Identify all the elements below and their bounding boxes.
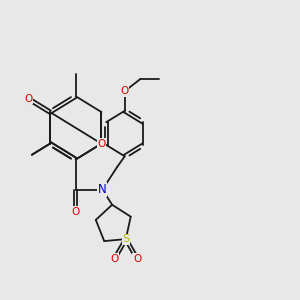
Text: N: N [98,183,107,196]
Text: O: O [133,254,141,264]
Text: O: O [72,207,80,217]
Text: O: O [24,94,32,103]
Text: O: O [97,139,106,149]
Text: S: S [122,234,129,244]
Text: O: O [110,254,119,264]
Text: O: O [121,86,129,96]
